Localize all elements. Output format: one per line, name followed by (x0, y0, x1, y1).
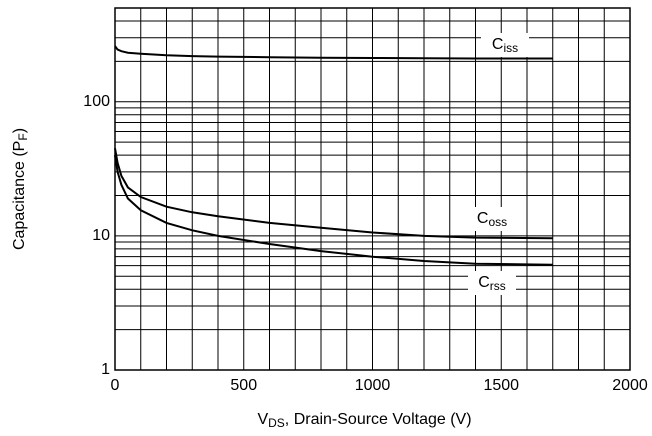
x-tick-label: 0 (111, 377, 120, 394)
y-axis-label-part: Capacitance (P (11, 141, 28, 250)
series-label-part: C (478, 274, 490, 291)
series-line (114, 45, 553, 60)
y-tick-label: 1 (101, 361, 110, 378)
y-tick-label: 100 (83, 93, 110, 110)
y-axis-label-part: ) (11, 128, 28, 133)
series-label: Ciss (492, 36, 518, 55)
x-tick-label: 1000 (355, 377, 391, 394)
series-line (114, 148, 553, 240)
y-axis-label: Capacitance (PF) (11, 128, 30, 250)
series-label-part: C (477, 210, 489, 227)
series-label-bg (468, 271, 516, 295)
y-axis-label-part: F (16, 133, 30, 140)
series-label-part: oss (488, 215, 507, 229)
x-tick-label: 500 (230, 377, 257, 394)
x-axis-label-part: V (257, 411, 268, 428)
x-tick-label: 1500 (483, 377, 519, 394)
series-label: Coss (477, 210, 507, 229)
series-label-part: rss (490, 279, 506, 293)
series-label-part: C (492, 36, 504, 53)
x-axis-label-part: , Drain-Source Voltage (V) (285, 411, 472, 428)
x-tick-label: 2000 (612, 377, 648, 394)
series-label: Crss (478, 274, 506, 293)
series-label-part: iss (503, 41, 518, 55)
x-axis-label-part: DS (268, 416, 285, 430)
series-label-bg (481, 33, 529, 57)
y-tick-label: 10 (92, 227, 110, 244)
series-label-bg (468, 207, 516, 231)
series-line (114, 154, 553, 266)
x-axis-label: VDS, Drain-Source Voltage (V) (257, 411, 471, 430)
